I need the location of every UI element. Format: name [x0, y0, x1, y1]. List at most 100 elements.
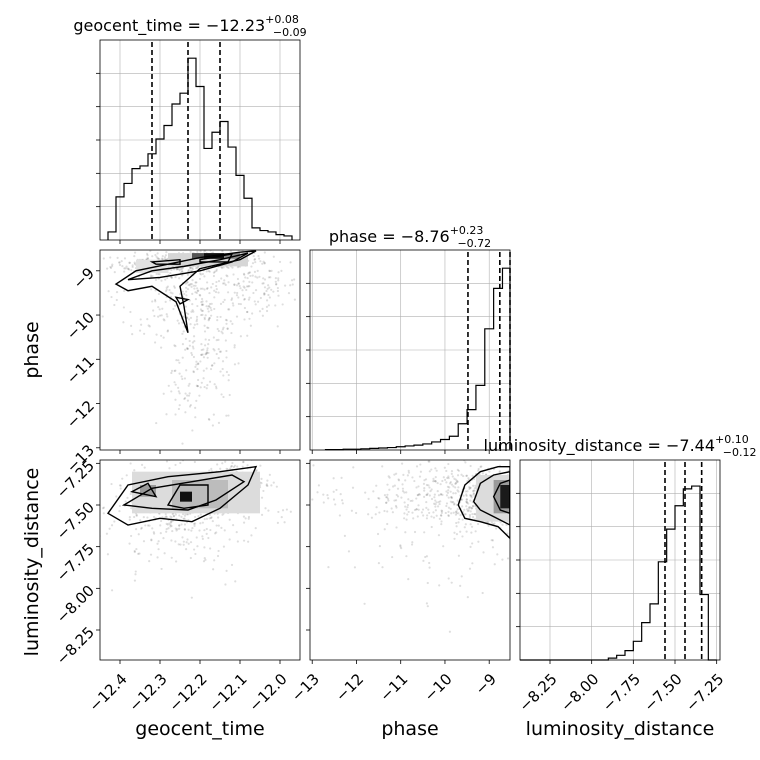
luminosity-distance-vs-phase-panel-sample-point	[465, 474, 469, 477]
phase-vs-geocent-time-panel-ytick-label: −9	[70, 264, 98, 292]
phase-vs-geocent-time-panel-sample-point	[239, 287, 242, 290]
luminosity-distance-hist	[516, 459, 721, 664]
phase-vs-geocent-time-panel-sample-point	[270, 269, 273, 273]
luminosity-distance-vs-phase-panel-sample-point	[449, 481, 452, 484]
phase-vs-geocent-time-panel-sample-point	[200, 273, 203, 276]
luminosity-distance-vs-phase-panel-sample-point	[335, 488, 338, 492]
luminosity-distance-vs-geocent-time-panel-sample-point	[201, 537, 204, 540]
luminosity-distance-vs-geocent-time-panel-sample-point	[204, 558, 207, 561]
phase-vs-geocent-time-panel-sample-point	[169, 291, 172, 294]
luminosity-distance-vs-geocent-time-panel-sample-point	[181, 513, 185, 516]
phase-vs-geocent-time-panel-sample-point	[263, 262, 266, 265]
luminosity-distance-vs-phase-panel-sample-point	[417, 504, 420, 507]
luminosity-distance-vs-geocent-time-panel-density-cell	[180, 491, 192, 502]
phase-vs-geocent-time-panel-sample-point	[170, 390, 173, 393]
phase-vs-geocent-time-panel-sample-point	[188, 382, 191, 385]
luminosity-distance-vs-phase-panel-sample-point	[445, 504, 448, 508]
phase-vs-geocent-time-panel-sample-point	[265, 299, 269, 302]
phase-vs-geocent-time-panel-sample-point	[157, 272, 160, 276]
phase-vs-geocent-time-panel-sample-point	[192, 355, 196, 359]
luminosity-distance-vs-phase-panel-sample-point	[464, 523, 467, 526]
phase-vs-geocent-time-panel-sample-point	[185, 294, 188, 297]
phase-vs-geocent-time-panel-sample-point	[165, 286, 168, 289]
phase-vs-geocent-time-panel-sample-point	[246, 276, 249, 280]
luminosity-distance-vs-geocent-time-panel-sample-point	[210, 516, 213, 519]
luminosity-distance-vs-phase-panel-sample-point	[469, 486, 472, 490]
luminosity-distance-vs-geocent-time-panel-sample-point	[205, 527, 208, 531]
phase-vs-geocent-time-panel-sample-point	[239, 335, 242, 338]
phase-vs-geocent-time-panel-sample-point	[229, 250, 232, 253]
phase-vs-geocent-time-panel-sample-point	[248, 280, 251, 283]
phase-vs-geocent-time-panel-sample-point	[190, 285, 193, 288]
phase-vs-geocent-time-panel-sample-point	[155, 333, 158, 336]
luminosity-distance-vs-phase-panel-sample-point	[468, 487, 471, 491]
luminosity-distance-vs-geocent-time-panel-sample-point	[244, 517, 247, 520]
luminosity-distance-vs-geocent-time-panel-sample-point	[189, 541, 193, 544]
phase-vs-geocent-time-panel-sample-point	[228, 308, 231, 311]
luminosity-distance-vs-phase-panel-sample-point	[538, 532, 540, 534]
phase-vs-geocent-time-panel-sample-point	[242, 285, 245, 288]
luminosity-distance-vs-phase-panel-sample-point	[465, 493, 468, 496]
luminosity-distance-vs-geocent-time-panel-sample-point	[228, 538, 231, 541]
luminosity-distance-vs-phase-panel-sample-point	[442, 476, 445, 479]
luminosity-distance-vs-geocent-time-panel-sample-point	[262, 489, 265, 493]
luminosity-distance-vs-phase-panel-sample-point	[474, 530, 477, 533]
luminosity-distance-vs-phase-panel-sample-point	[461, 505, 464, 508]
luminosity-distance-vs-geocent-time-panel-sample-point	[142, 540, 146, 543]
luminosity-distance-vs-geocent-time-panel-sample-point	[165, 530, 168, 533]
phase-vs-geocent-time-panel-sample-point	[181, 270, 184, 273]
luminosity-distance-vs-geocent-time-panel-sample-point	[115, 495, 118, 498]
phase-vs-geocent-time-panel-sample-point	[186, 316, 189, 319]
luminosity-distance-vs-phase-panel-sample-point	[416, 494, 420, 497]
luminosity-distance-vs-phase-panel-sample-point	[473, 477, 476, 481]
phase-vs-geocent-time-panel-sample-point	[206, 356, 209, 359]
luminosity-distance-vs-phase-panel-sample-point	[460, 473, 463, 476]
luminosity-distance-vs-phase-panel-sample-point	[470, 496, 473, 499]
luminosity-distance-vs-geocent-time-panel-sample-point	[168, 467, 171, 470]
phase-vs-geocent-time-panel-sample-point	[213, 383, 216, 386]
phase-vs-geocent-time-panel-sample-point	[213, 296, 216, 299]
phase-vs-geocent-time-panel-sample-point	[196, 287, 199, 290]
luminosity-distance-vs-geocent-time-panel-sample-point	[134, 570, 137, 573]
luminosity-distance-vs-geocent-time-panel-sample-point	[208, 517, 211, 520]
phase-vs-geocent-time-panel-sample-point	[205, 305, 208, 308]
phase-vs-geocent-time-panel-sample-point	[181, 332, 184, 335]
phase-vs-geocent-time-panel-sample-point	[217, 280, 221, 283]
luminosity-distance-vs-phase-panel-sample-point	[465, 501, 469, 504]
luminosity-distance-vs-phase-panel-sample-point	[450, 512, 453, 515]
luminosity-distance-vs-phase-panel-sample-point	[470, 494, 473, 497]
phase-vs-geocent-time-panel-sample-point	[128, 261, 132, 264]
luminosity-distance-vs-phase-panel-sample-point	[525, 506, 527, 508]
luminosity-distance-vs-geocent-time-panel-sample-point	[165, 527, 168, 531]
luminosity-distance-vs-geocent-time-panel-sample-point	[205, 517, 209, 520]
phase-vs-geocent-time-panel-sample-point	[207, 326, 210, 330]
phase-vs-geocent-time-panel-sample-point	[118, 263, 122, 267]
luminosity-distance-vs-phase-panel-sample-point	[407, 498, 410, 501]
phase-vs-geocent-time-panel-sample-point	[196, 250, 199, 253]
phase-vs-geocent-time-panel-sample-point	[170, 371, 173, 375]
luminosity-distance-vs-phase-panel-sample-point	[421, 508, 425, 511]
luminosity-distance-vs-phase-panel-sample-point	[457, 512, 460, 515]
phase-vs-geocent-time-panel-sample-point	[158, 273, 161, 276]
phase-vs-geocent-time-panel-sample-point	[266, 287, 269, 290]
phase-vs-geocent-time-panel-sample-point	[212, 274, 216, 278]
luminosity-distance-vs-phase-panel-sample-point	[434, 480, 437, 483]
luminosity-distance-vs-phase-panel-sample-point	[375, 484, 378, 487]
phase-vs-geocent-time-panel-sample-point	[181, 274, 184, 277]
luminosity-distance-vs-phase-panel-sample-point	[466, 490, 469, 493]
phase-vs-geocent-time-panel-sample-point	[274, 280, 277, 283]
phase-vs-geocent-time-panel-sample-point	[218, 350, 222, 353]
luminosity-distance-vs-phase-panel-sample-point	[453, 502, 456, 505]
phase-vs-geocent-time-panel-sample-point	[242, 272, 246, 275]
phase-vs-geocent-time-panel-sample-point	[205, 270, 208, 273]
luminosity-distance-vs-geocent-time-panel-sample-point	[242, 521, 246, 524]
luminosity-distance-vs-phase-panel-sample-point	[451, 501, 454, 504]
luminosity-distance-vs-phase-panel-sample-point	[527, 543, 529, 545]
phase-vs-geocent-time-panel-sample-point	[276, 289, 280, 293]
phase-vs-geocent-time-panel-sample-point	[185, 286, 188, 289]
phase-vs-geocent-time-panel-sample-point	[107, 290, 110, 293]
phase-vs-geocent-time-panel-sample-point	[199, 386, 202, 389]
phase-vs-geocent-time-panel-sample-point	[235, 294, 239, 297]
phase-vs-geocent-time-panel-sample-point	[171, 292, 174, 295]
luminosity-distance-vs-phase-panel-sample-point	[482, 551, 485, 554]
